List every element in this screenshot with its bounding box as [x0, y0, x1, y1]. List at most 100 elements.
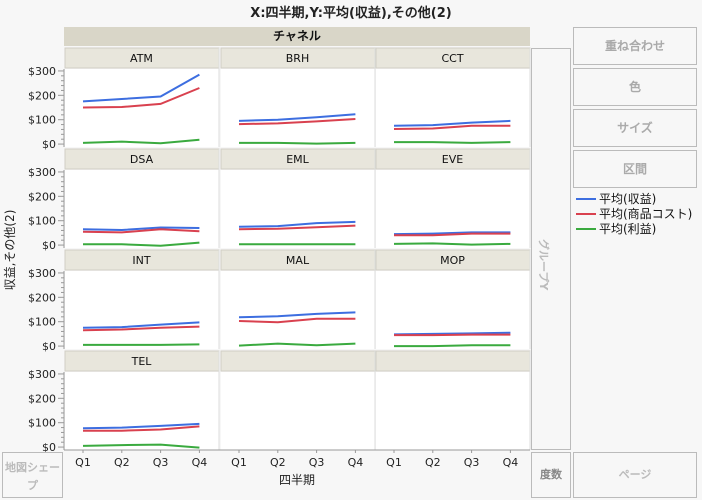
legend-swatch [576, 227, 596, 230]
series-line-mal-1 [238, 317, 356, 324]
panel-label-eve: EVE [442, 153, 463, 166]
x-tick-label: Q4 [192, 456, 208, 469]
legend-swatch [576, 197, 596, 200]
x-axis-title: 四半期 [279, 473, 315, 487]
x-tick-label: Q3 [153, 456, 169, 469]
panel-plot-area [221, 170, 375, 248]
page-zone[interactable]: ページ [573, 452, 697, 498]
series-line-mop-2 [394, 344, 511, 348]
panel-strip [220, 350, 376, 372]
series-line-brh-1 [238, 118, 356, 126]
panel-plot-area [376, 271, 530, 349]
x-tick-label: Q3 [309, 456, 325, 469]
series-line-tel-2 [82, 443, 200, 449]
panel-plot-area [65, 372, 219, 450]
x-tick-label: Q2 [114, 456, 130, 469]
size-button[interactable]: サイズ [573, 109, 697, 147]
group-y-zone[interactable]: グループY [531, 48, 571, 450]
series-line-cct-1 [393, 124, 511, 130]
series-line-dsa-1 [82, 228, 200, 234]
y-tick-label: $0 [42, 441, 56, 454]
series-line-mal-0 [238, 311, 356, 319]
panel-plot-area [65, 170, 219, 248]
panel-label-mal: MAL [286, 254, 310, 267]
panel-plot-area [221, 372, 375, 450]
y-tick-label: $0 [42, 340, 56, 353]
series-line-mop-1 [394, 333, 511, 337]
y-tick-label: $300 [28, 267, 56, 280]
x-tick-label: Q1 [75, 456, 91, 469]
map-shape-zone[interactable]: 地図シェープ [2, 452, 63, 498]
series-line-mal-2 [238, 342, 356, 347]
series-line-tel-1 [83, 425, 200, 432]
panel-plot-area [221, 69, 375, 147]
series-line-atm-0 [82, 73, 200, 103]
legend-item-revenue[interactable]: 平均(収益) [576, 191, 692, 206]
y-tick-label: $200 [28, 190, 56, 203]
panel-plot-area [65, 271, 219, 349]
series-line-atm-1 [82, 87, 200, 109]
panel-plot-area [221, 271, 375, 349]
series-line-dsa-0 [82, 226, 200, 232]
y-tick-label: $300 [28, 65, 56, 78]
series-line-atm-2 [82, 138, 200, 145]
panel-label-brh: BRH [286, 52, 309, 65]
series-line-tel-0 [82, 422, 200, 430]
panel-label-tel: TEL [131, 355, 153, 368]
series-line-cct-0 [393, 119, 511, 127]
x-tick-label: Q2 [425, 456, 441, 469]
panel-plot-area [376, 69, 530, 147]
x-tick-label: Q2 [270, 456, 286, 469]
series-line-brh-0 [238, 113, 356, 122]
panel-plot-area [376, 372, 530, 450]
panel-label-eml: EML [286, 153, 309, 166]
series-line-int-0 [82, 321, 200, 329]
legend-item-cost[interactable]: 平均(商品コスト) [576, 206, 692, 221]
y-tick-label: $200 [28, 392, 56, 405]
y-tick-label: $300 [28, 166, 56, 179]
panel-strip [375, 350, 531, 372]
y-axis-title: 収益,その他(2) [3, 210, 17, 291]
chart-title: X:四半期,Y:平均(収益),その他(2) [250, 6, 452, 21]
x-tick-label: Q4 [503, 456, 519, 469]
y-tick-label: $200 [28, 291, 56, 304]
color-button[interactable]: 色 [573, 68, 697, 106]
series-line-eve-1 [394, 232, 511, 237]
panel-label-mop: MOP [440, 254, 465, 267]
freq-zone[interactable]: 度数 [531, 452, 571, 498]
x-tick-label: Q4 [348, 456, 364, 469]
x-tick-label: Q1 [386, 456, 402, 469]
wrap-header[interactable]: チャネル [64, 27, 530, 46]
y-tick-label: $100 [28, 114, 56, 127]
series-line-int-1 [82, 325, 200, 332]
series-line-eml-0 [238, 220, 356, 228]
legend-item-profit[interactable]: 平均(利益) [576, 221, 692, 236]
x-tick-label: Q1 [231, 456, 247, 469]
panel-label-int: INT [132, 254, 150, 267]
legend-swatch [576, 212, 596, 215]
x-tick-label: Q3 [464, 456, 480, 469]
series-line-eve-0 [393, 231, 511, 236]
y-tick-label: $100 [28, 215, 56, 228]
series-line-eve-2 [393, 242, 511, 246]
legend: 平均(収益) 平均(商品コスト) 平均(利益) [576, 191, 692, 236]
series-line-eml-1 [238, 224, 356, 231]
overlay-button[interactable]: 重ね合わせ [573, 27, 697, 65]
panel-label-dsa: DSA [130, 153, 154, 166]
y-tick-label: $300 [28, 368, 56, 381]
y-tick-label: $200 [28, 89, 56, 102]
y-tick-label: $0 [42, 239, 56, 252]
panel-label-cct: CCT [441, 52, 463, 65]
y-tick-label: $100 [28, 417, 56, 430]
series-line-brh-2 [239, 141, 356, 145]
group-y-label: グループY [537, 239, 550, 291]
panel-label-atm: ATM [130, 52, 153, 65]
interval-button[interactable]: 区間 [573, 150, 697, 188]
series-line-int-2 [83, 343, 200, 346]
y-tick-label: $0 [42, 138, 56, 151]
series-line-cct-2 [394, 141, 511, 144]
y-tick-label: $100 [28, 316, 56, 329]
series-line-dsa-2 [83, 241, 200, 247]
